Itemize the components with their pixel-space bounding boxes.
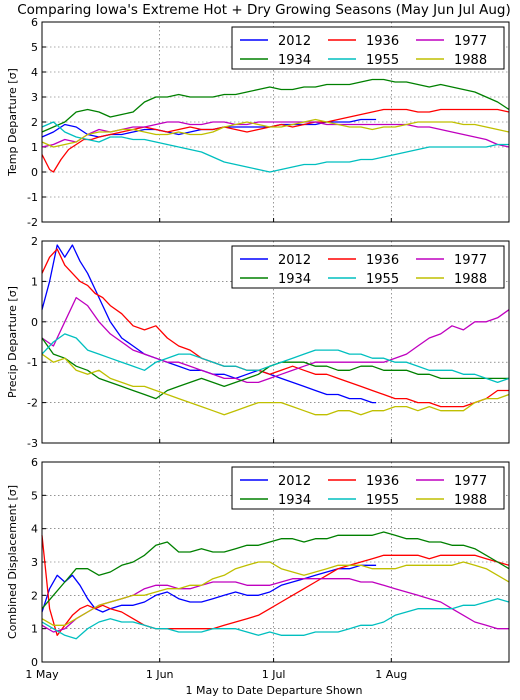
legend-label-1934: 1934 <box>278 53 311 68</box>
y-tick-label: 3 <box>31 556 38 569</box>
y-tick-label: 1 <box>31 275 38 288</box>
x-axis-label: 1 May to Date Departure Shown <box>185 684 362 697</box>
series-line-1955 <box>41 121 509 173</box>
y-tick-label: 0 <box>31 316 38 329</box>
y-tick-label: 1 <box>31 623 38 636</box>
legend-label-1988: 1988 <box>454 53 487 68</box>
legend-label-1977: 1977 <box>454 474 487 489</box>
y-tick-label: -2 <box>27 397 38 410</box>
y-tick-label: -3 <box>27 437 38 450</box>
y-tick-label: 2 <box>31 235 38 248</box>
y-axis-label: Temp Departure [σ] <box>6 68 19 177</box>
y-tick-label: 2 <box>31 589 38 602</box>
legend-label-1977: 1977 <box>454 253 487 268</box>
legend-label-1936: 1936 <box>366 34 399 49</box>
legend-label-2012: 2012 <box>278 474 311 489</box>
series-line-2012 <box>41 564 377 613</box>
legend-box <box>231 26 505 70</box>
series-line-1988 <box>41 561 510 626</box>
legend-label-1936: 1936 <box>366 474 399 489</box>
legend-label-1955: 1955 <box>366 53 399 68</box>
legend: 2012 1936 1977 1934 1955 1988 <box>231 466 505 510</box>
series-line-1988 <box>41 118 510 148</box>
panel-1: -2 -1 0 1 2 3 4 5 6 Temp Departure [σ] 2012 1936 197… <box>6 16 510 229</box>
x-tick-label: 1 Jul <box>262 668 286 681</box>
legend-box <box>231 245 505 289</box>
legend-label-1934: 1934 <box>278 272 311 287</box>
x-tick-label: 1 May <box>25 668 59 681</box>
series-line-2012 <box>41 244 377 404</box>
y-tick-label: -1 <box>27 191 38 204</box>
legend-label-1955: 1955 <box>366 272 399 287</box>
legend-label-2012: 2012 <box>278 34 311 49</box>
legend-label-1955: 1955 <box>366 493 399 508</box>
legend-label-1988: 1988 <box>454 272 487 287</box>
x-tick-label: 1 Jun <box>146 668 174 681</box>
panel-3: 0 1 2 3 4 5 6 1 May 1 Jun 1 Jul 1 Aug Combined Disp… <box>6 456 510 681</box>
legend-label-1977: 1977 <box>454 34 487 49</box>
y-tick-label: 1 <box>31 141 38 154</box>
legend-label-1988: 1988 <box>454 493 487 508</box>
y-tick-label: 6 <box>31 456 38 469</box>
y-tick-label: 3 <box>31 91 38 104</box>
series-line-1955 <box>41 333 510 384</box>
y-tick-label: 5 <box>31 41 38 54</box>
panel-2: -3 -2 -1 0 1 2 Precip Departure [σ] 2012 1936 197… <box>6 235 510 450</box>
series-line-1934 <box>41 78 510 133</box>
chart-title: Comparing Iowa's Extreme Hot + Dry Growi… <box>17 2 511 18</box>
series-line-1934 <box>41 531 510 610</box>
legend: 2012 1936 1977 1934 1955 1988 <box>231 245 505 289</box>
legend-label-1936: 1936 <box>366 253 399 268</box>
y-tick-label: 4 <box>31 66 38 79</box>
y-tick-label: 0 <box>31 166 38 179</box>
y-tick-label: -2 <box>27 216 38 229</box>
series-line-1936 <box>41 535 510 636</box>
y-tick-label: 5 <box>31 489 38 502</box>
y-tick-label: 4 <box>31 523 38 536</box>
legend-label-1934: 1934 <box>278 493 311 508</box>
x-tick-label: 1 Aug <box>375 668 407 681</box>
series-line-1934 <box>41 337 509 400</box>
series-line-1988 <box>41 353 510 416</box>
y-tick-label: 0 <box>31 656 38 669</box>
y-tick-label: 2 <box>31 116 38 129</box>
y-tick-label: -1 <box>27 356 38 369</box>
legend-box <box>231 466 505 510</box>
series-line-1977 <box>41 296 510 384</box>
legend-label-2012: 2012 <box>278 253 311 268</box>
y-axis-label: Combined Displacement [σ] <box>6 485 19 639</box>
series-line-1955 <box>41 598 510 640</box>
plot-frame <box>41 21 510 223</box>
y-tick-label: 6 <box>31 16 38 29</box>
y-axis-label: Precip Departure [σ] <box>6 286 19 398</box>
plot-frame <box>41 461 510 663</box>
legend: 2012 1936 1977 1934 1955 1988 <box>231 26 505 70</box>
series-line-1936 <box>41 108 510 173</box>
plot-frame <box>41 240 510 444</box>
